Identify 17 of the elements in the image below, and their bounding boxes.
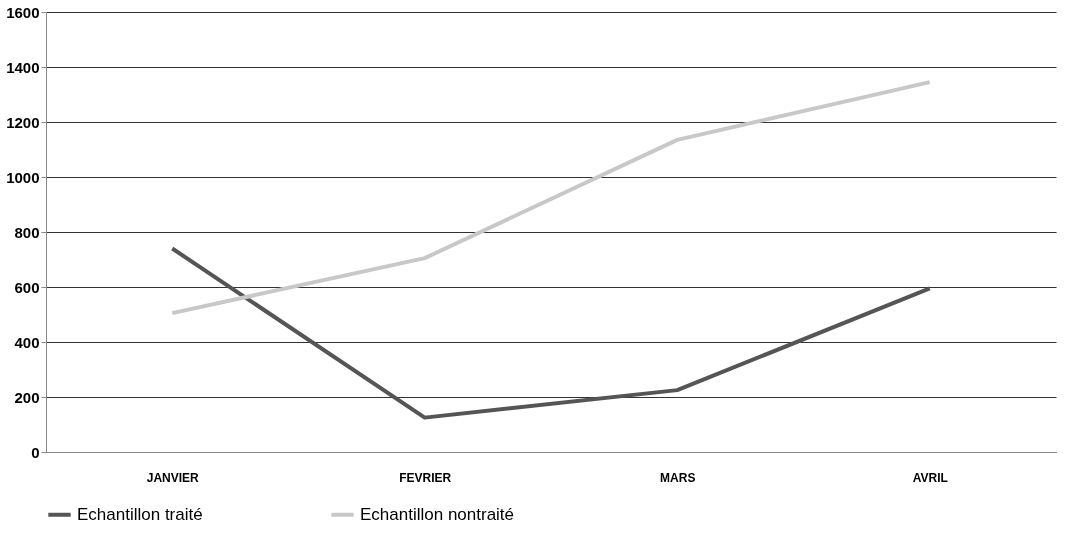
- line-series: [170, 246, 932, 420]
- y-tick-label: 1600: [6, 3, 40, 21]
- y-tick-label: 600: [14, 278, 40, 296]
- x-tick-label: JANVIER: [146, 470, 200, 485]
- y-tick-label: 1000: [6, 168, 40, 186]
- line-series: [170, 80, 932, 316]
- legend-label: Echantillon nontraité: [360, 504, 515, 524]
- x-tick-label: FEVRIER: [399, 470, 452, 485]
- x-tick-label: AVRIL: [912, 470, 948, 485]
- x-tick-label: MARS: [660, 470, 696, 485]
- y-tick-label: 400: [14, 333, 40, 351]
- y-tick-label: 1200: [6, 113, 40, 131]
- y-tick-label: 1400: [6, 58, 40, 76]
- legend-label: Echantillon traité: [77, 504, 203, 524]
- y-tick-label: 200: [14, 388, 40, 406]
- y-tick-label: 800: [14, 223, 40, 241]
- y-tick-label: 0: [31, 443, 40, 461]
